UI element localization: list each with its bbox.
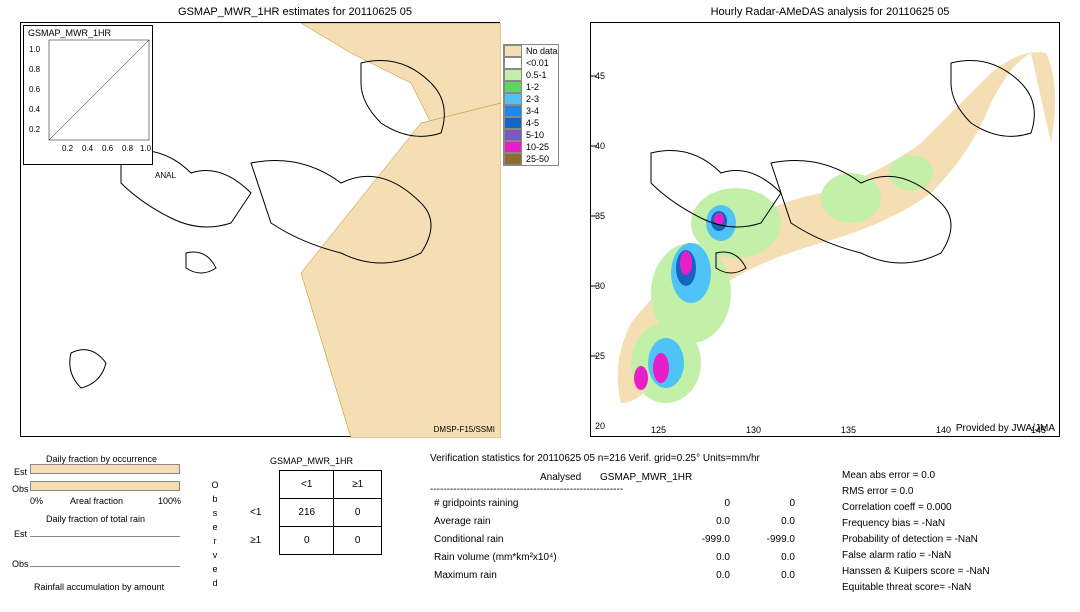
verif-row-b: -999.0 [735,534,795,545]
legend-item: No data [504,45,558,57]
left-map-panel: GSMAP_MWR_1HR 1.0 0.8 0.6 0.4 0.2 0.2 0.… [20,22,500,437]
obs-label-1: Obs [12,484,29,494]
ct-col1: <1 [280,471,334,499]
legend-item: 25-50 [504,153,558,165]
legend-item: 10-25 [504,141,558,153]
svg-text:1.0: 1.0 [140,144,152,153]
verif-stat: Mean abs error = 0.0 [842,470,935,481]
svg-text:0.2: 0.2 [29,125,41,134]
verif-row-name: Average rain [434,516,491,527]
verif-col-b: GSMAP_MWR_1HR [600,472,692,483]
obs-bar-1 [30,481,180,491]
left-map-title: GSMAP_MWR_1HR estimates for 20110625 05 [90,6,500,18]
verif-row-a: 0 [670,498,730,509]
ct-side-label: Observed [210,480,220,592]
verif-row-a: 0.0 [670,516,730,527]
verif-row-name: Maximum rain [434,570,497,581]
legend-item: 0.5-1 [504,69,558,81]
right-map-svg: 45 40 35 30 25 20 125 130 135 140 145 [591,23,1061,438]
svg-text:0.2: 0.2 [62,144,74,153]
verif-row-name: Rain volume (mm*km²x10⁴) [434,552,557,563]
verif-col-a: Analysed [540,472,581,483]
color-legend: No data<0.010.5-11-22-33-44-55-1010-2525… [503,44,559,166]
verif-row-name: Conditional rain [434,534,504,545]
occ-title: Daily fraction by occurrence [46,454,157,464]
verif-dashes: ----------------------------------------… [430,484,623,495]
legend-item: <0.01 [504,57,558,69]
left-map-footer: DMSP-F15/SSMI [434,425,495,434]
inset-scatter: GSMAP_MWR_1HR 1.0 0.8 0.6 0.4 0.2 0.2 0.… [23,25,153,165]
legend-item: 1-2 [504,81,558,93]
axis-right-1: 100% [158,496,181,506]
ct-title: GSMAP_MWR_1HR [270,456,353,466]
verif-row-b: 0.0 [735,516,795,527]
ct-c21: 0 [280,527,334,555]
ct-col2: ≥1 [334,471,382,499]
contingency-table: <1 ≥1 <1 216 0 ≥1 0 0 [232,470,382,555]
ct-row2: ≥1 [232,527,280,555]
legend-item: 4-5 [504,117,558,129]
svg-text:0.4: 0.4 [29,105,41,114]
svg-text:135: 135 [841,425,856,435]
verif-stat: Frequency bias = -NaN [842,518,945,529]
axis-left-1: 0% [30,496,43,506]
svg-text:1.0: 1.0 [29,45,41,54]
ct-c12: 0 [334,499,382,527]
legend-item: 3-4 [504,105,558,117]
ct-c22: 0 [334,527,382,555]
legend-item: 2-3 [504,93,558,105]
verif-stat: False alarm ratio = -NaN [842,550,951,561]
svg-text:0.6: 0.6 [102,144,114,153]
obs-label-2: Obs [12,559,29,569]
est-label-2: Est [14,529,27,539]
verif-row-b: 0.0 [735,570,795,581]
svg-text:0.8: 0.8 [29,65,41,74]
total-title: Daily fraction of total rain [46,514,145,524]
ct-c11: 216 [280,499,334,527]
right-map-title: Hourly Radar-AMeDAS analysis for 2011062… [620,6,1040,18]
verif-stat: Equitable threat score= -NaN [842,582,971,593]
svg-text:0.4: 0.4 [82,144,94,153]
verif-row-a: 0.0 [670,570,730,581]
svg-text:130: 130 [746,425,761,435]
axis-mid-1: Areal fraction [70,496,123,506]
verif-row-b: 0 [735,498,795,509]
verif-row-a: 0.0 [670,552,730,563]
svg-text:0.6: 0.6 [29,85,41,94]
svg-text:0.8: 0.8 [122,144,134,153]
est-bar-1 [30,464,180,474]
verif-header: Verification statistics for 20110625 05 … [430,453,760,464]
svg-text:140: 140 [936,425,951,435]
verif-stat: Correlation coeff = 0.000 [842,502,952,513]
right-map-footer: Provided by JWA/JMA [956,423,1055,434]
legend-item: 5-10 [504,129,558,141]
svg-text:125: 125 [651,425,666,435]
verif-row-a: -999.0 [670,534,730,545]
right-map-panel: 45 40 35 30 25 20 125 130 135 140 145 [590,22,1060,437]
est-label-1: Est [14,467,27,477]
verif-row-b: 0.0 [735,552,795,563]
obs-bar-2 [30,557,180,567]
verif-stat: Probability of detection = -NaN [842,534,978,545]
ct-row1: <1 [232,499,280,527]
accum-title: Rainfall accumulation by amount [34,582,164,592]
inset-x-label: ANAL [155,171,176,180]
verif-row-name: # gridpoints raining [434,498,519,509]
verif-stat: Hanssen & Kuipers score = -NaN [842,566,990,577]
svg-text:20: 20 [595,421,605,431]
verif-stat: RMS error = 0.0 [842,486,913,497]
est-bar-2 [30,527,180,537]
